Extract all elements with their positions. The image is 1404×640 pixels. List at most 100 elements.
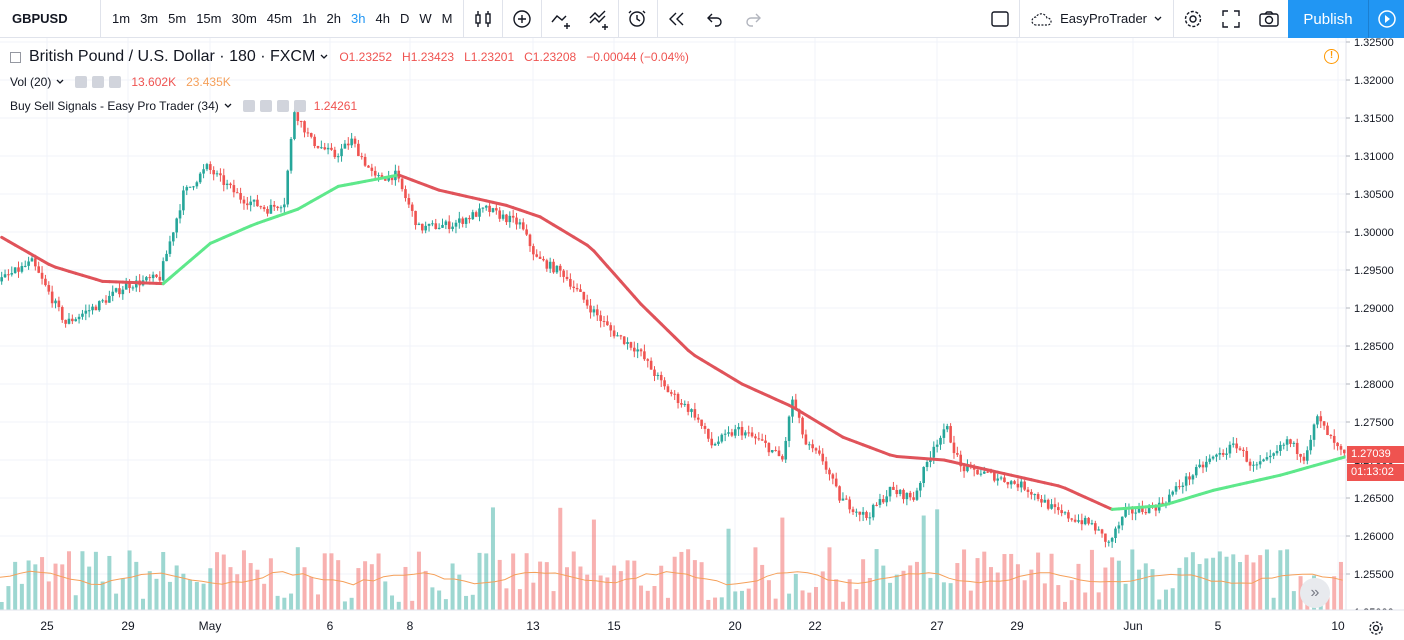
volume-bar bbox=[511, 553, 516, 610]
candle-body bbox=[831, 474, 835, 479]
candle-body bbox=[468, 217, 471, 220]
candle-body bbox=[962, 466, 966, 472]
gear-icon[interactable] bbox=[1174, 0, 1212, 38]
fullscreen-box-icon[interactable] bbox=[981, 0, 1019, 38]
price-chart[interactable]: 1.32500 1.32000 1.31500 1.31000 1.30500 1.300… bbox=[0, 38, 1404, 640]
timeframe-1m[interactable]: 1m bbox=[112, 11, 131, 26]
candle-body bbox=[276, 206, 279, 208]
timeframe-4h[interactable]: 4h bbox=[375, 11, 390, 26]
volume-bar bbox=[867, 577, 872, 610]
signal-line bbox=[679, 342, 690, 352]
candle-body bbox=[309, 133, 313, 137]
collapse-legend-icon[interactable] bbox=[10, 51, 21, 63]
candle-body bbox=[501, 214, 505, 219]
volume-bar bbox=[598, 575, 603, 610]
change-value: −0.00044 (−0.04%) bbox=[586, 50, 689, 64]
timeframe-W[interactable]: W bbox=[419, 11, 432, 26]
redo-icon[interactable] bbox=[734, 0, 772, 38]
visibility-icon[interactable] bbox=[242, 100, 255, 112]
scroll-to-realtime-button[interactable]: » bbox=[1300, 578, 1330, 608]
volume-bar bbox=[1163, 589, 1168, 610]
timeframe-1h[interactable]: 1h bbox=[302, 11, 317, 26]
candle-body bbox=[145, 277, 148, 281]
candle-body bbox=[57, 300, 61, 308]
candle-body bbox=[434, 223, 438, 229]
warning-icon[interactable]: ! bbox=[1324, 49, 1339, 64]
undo-icon[interactable] bbox=[696, 0, 734, 38]
volume-bar bbox=[1264, 549, 1269, 610]
candle-body bbox=[350, 138, 353, 146]
candle-body bbox=[1100, 529, 1104, 534]
candle-body bbox=[37, 266, 40, 273]
candle-body bbox=[1131, 508, 1134, 514]
candle-body bbox=[1336, 442, 1339, 447]
camera-icon[interactable] bbox=[1250, 0, 1288, 38]
chevron-down-icon[interactable] bbox=[223, 102, 233, 110]
timeframe-45m[interactable]: 45m bbox=[266, 11, 293, 26]
candle-body bbox=[643, 351, 646, 360]
timeframe-5m[interactable]: 5m bbox=[168, 11, 187, 26]
candle-body bbox=[606, 321, 609, 326]
volume-bar bbox=[329, 553, 334, 610]
chevron-down-icon[interactable] bbox=[319, 53, 329, 61]
visibility-icon[interactable] bbox=[75, 76, 88, 88]
remove-icon[interactable] bbox=[293, 100, 306, 112]
volume-bar bbox=[1325, 596, 1330, 610]
candle-body bbox=[723, 433, 727, 435]
volume-bar bbox=[975, 558, 980, 610]
compare-icon[interactable] bbox=[542, 0, 580, 38]
symbol-search[interactable]: GBPUSD bbox=[12, 11, 68, 26]
volume-bar bbox=[289, 593, 294, 610]
volume-bar bbox=[1123, 583, 1128, 610]
timeframe-M[interactable]: M bbox=[441, 11, 453, 26]
settings-icon[interactable] bbox=[92, 76, 105, 88]
source-icon[interactable] bbox=[276, 100, 289, 112]
fullscreen-icon[interactable] bbox=[1212, 0, 1250, 38]
candle-body bbox=[562, 270, 565, 277]
volume-bar bbox=[315, 594, 320, 610]
remove-icon[interactable] bbox=[109, 76, 122, 88]
candle-body bbox=[27, 261, 30, 266]
candle-body bbox=[484, 205, 488, 208]
candle-body bbox=[7, 274, 10, 276]
volume-bar bbox=[1157, 599, 1162, 610]
indicators-icon[interactable] bbox=[580, 0, 618, 38]
candles-icon[interactable] bbox=[464, 0, 502, 38]
publish-button[interactable]: Publish bbox=[1288, 0, 1368, 38]
timeframe-2h[interactable]: 2h bbox=[326, 11, 342, 26]
volume-bar bbox=[336, 560, 341, 610]
timeframe-3h[interactable]: 3h bbox=[351, 11, 366, 26]
alert-clock-icon[interactable] bbox=[619, 0, 657, 38]
volume-bar bbox=[174, 565, 179, 610]
volume-bar bbox=[275, 595, 280, 610]
timeframe-15m[interactable]: 15m bbox=[196, 11, 222, 26]
settings-gear-icon[interactable] bbox=[1366, 618, 1386, 638]
candle-body bbox=[511, 215, 515, 218]
settings-icon[interactable] bbox=[259, 100, 272, 112]
candle-body bbox=[1258, 461, 1262, 465]
candle-body bbox=[1114, 528, 1117, 539]
candle-body bbox=[1023, 481, 1026, 490]
play-icon[interactable] bbox=[1368, 0, 1404, 38]
volume-bar bbox=[504, 588, 509, 610]
timeframe-3m[interactable]: 3m bbox=[140, 11, 159, 26]
candle-body bbox=[1030, 491, 1033, 495]
volume-bar bbox=[544, 562, 549, 610]
candle-body bbox=[266, 208, 269, 214]
candle-body bbox=[1124, 508, 1127, 517]
chevron-down-icon[interactable] bbox=[55, 78, 65, 86]
layout-selector[interactable]: EasyProTrader bbox=[1020, 0, 1173, 38]
timeframe-D[interactable]: D bbox=[399, 11, 410, 26]
candle-body bbox=[1056, 507, 1060, 511]
add-indicator-icon[interactable] bbox=[503, 0, 541, 38]
replay-icon[interactable] bbox=[658, 0, 696, 38]
candle-body bbox=[461, 218, 464, 224]
volume-bar bbox=[464, 595, 469, 610]
timeframe-30m[interactable]: 30m bbox=[231, 11, 257, 26]
candle-body bbox=[323, 147, 327, 150]
candle-body bbox=[585, 299, 589, 306]
volume-bar bbox=[558, 507, 563, 610]
volume-bar bbox=[73, 595, 78, 610]
candle-body bbox=[1083, 517, 1087, 525]
volume-bar bbox=[60, 564, 65, 610]
